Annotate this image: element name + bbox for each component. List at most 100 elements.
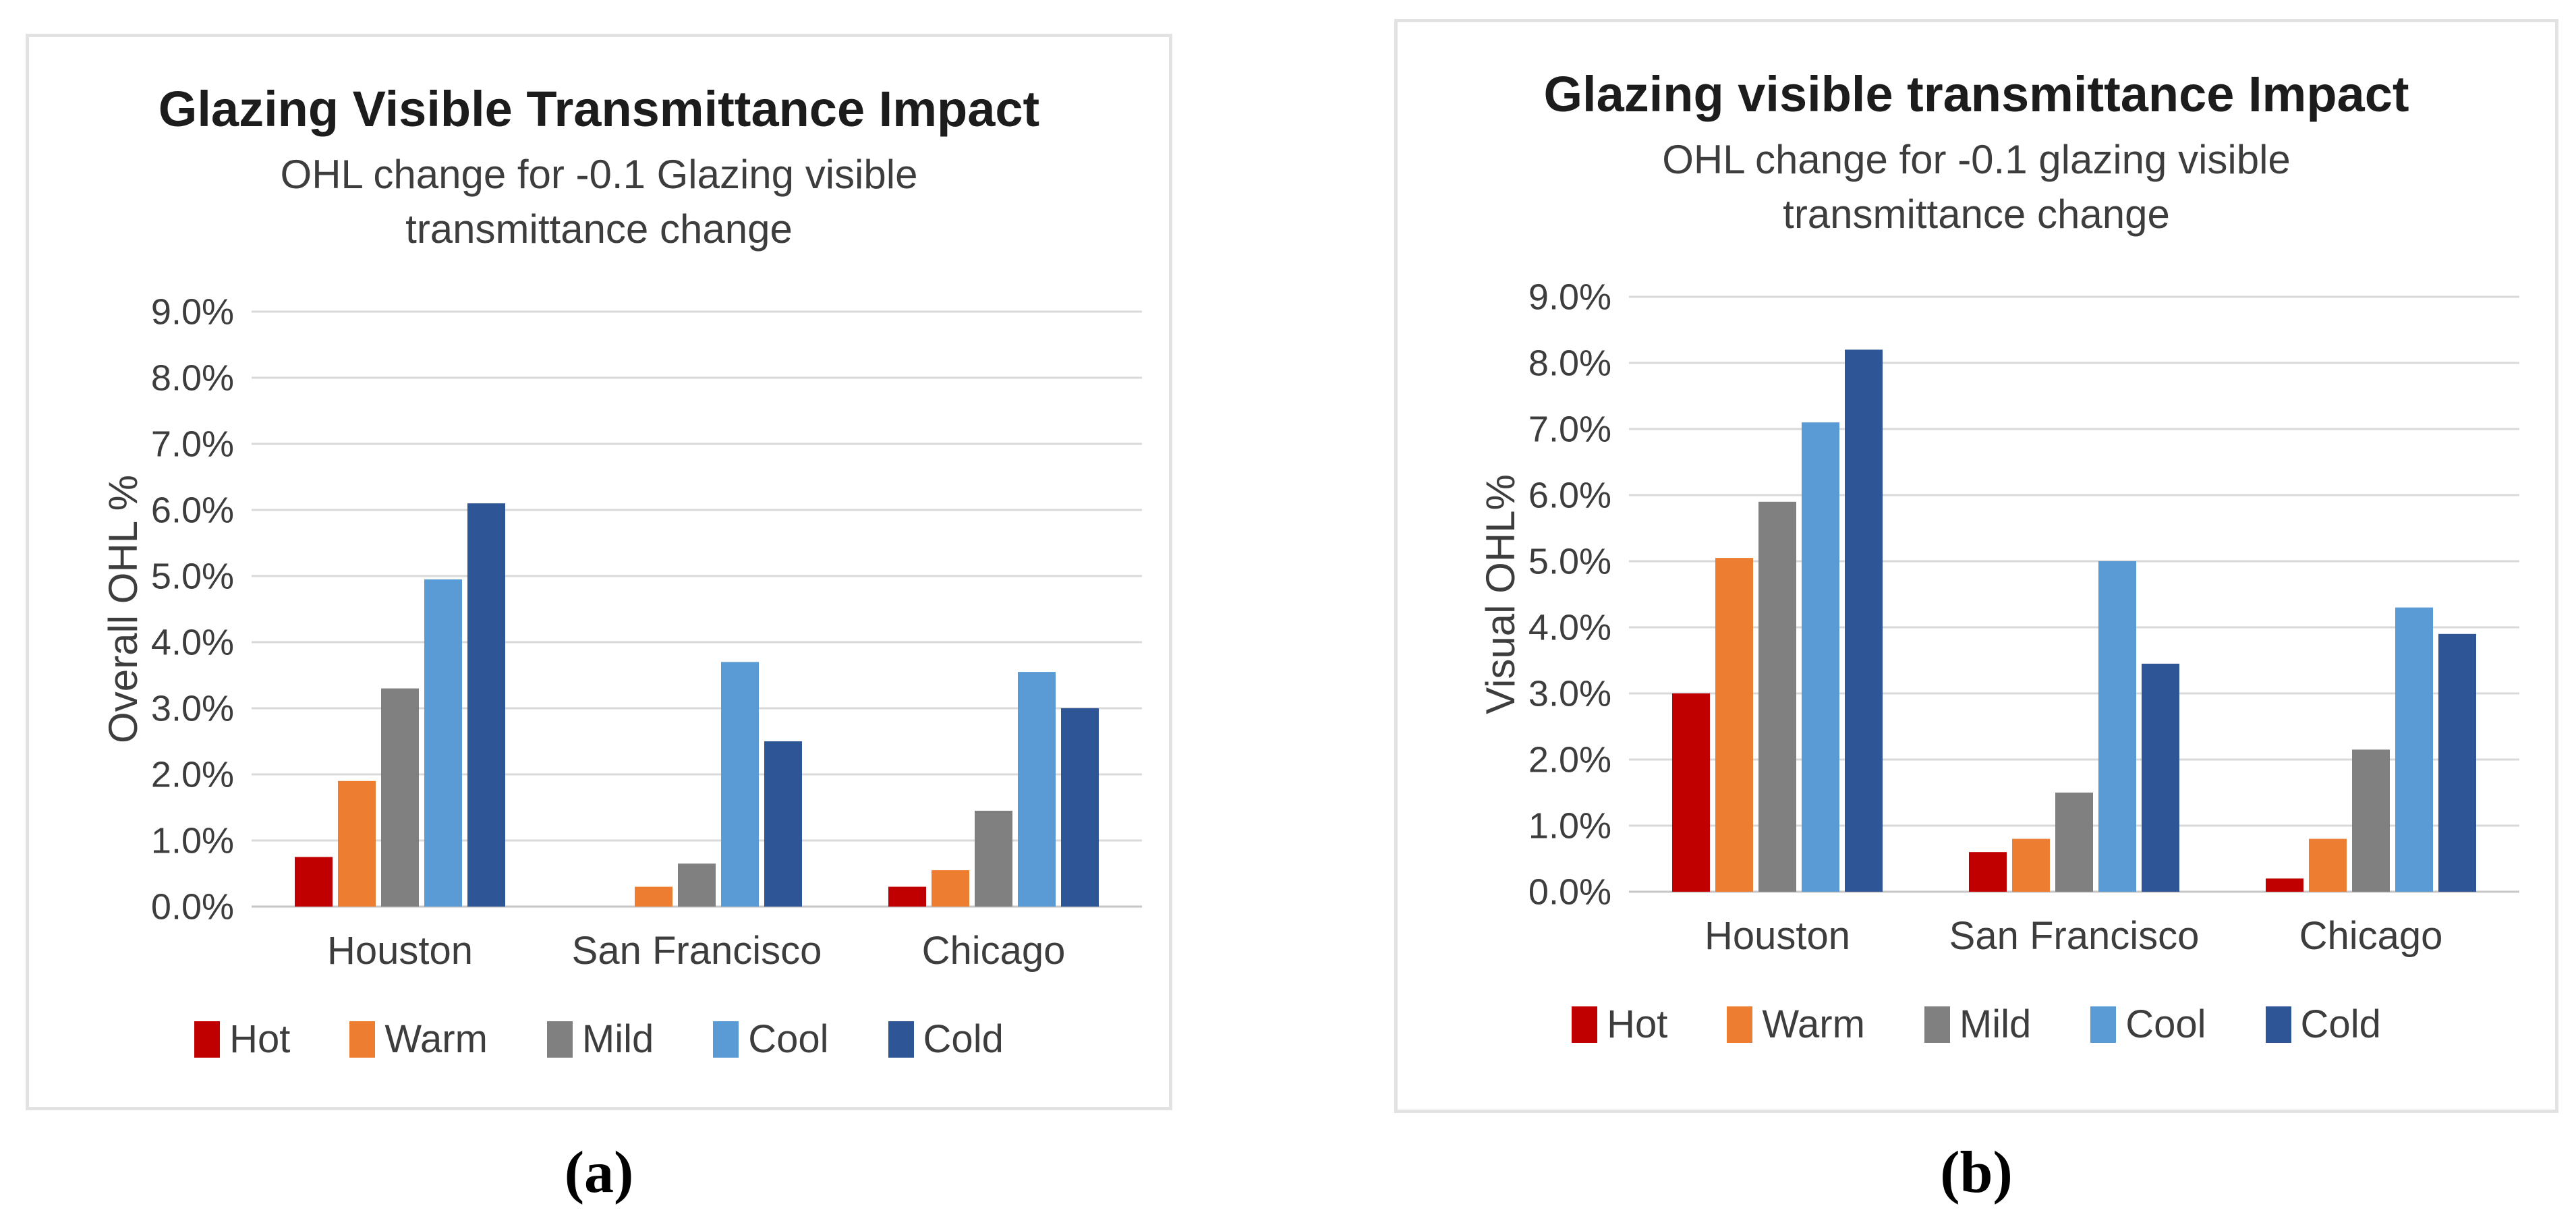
legend-label-warm: Warm: [384, 1017, 488, 1061]
y-tick-label: 3.0%: [1528, 673, 1611, 714]
bar-houston-hot: [295, 857, 333, 907]
y-tick-label: 4.0%: [151, 622, 234, 662]
legend-swatch-cool-icon: [713, 1021, 739, 1058]
chart-b-plot-area: 0.0% 1.0% 2.0% 3.0% 4.0% 5.0% 6.0% 7.0% 8.0% 9.0%…: [1478, 277, 2519, 958]
legend-swatch-mild-icon: [546, 1021, 573, 1058]
chart-a-subtitle-line2: transmittance change: [405, 206, 793, 252]
legend-swatch-hot-icon: [194, 1021, 221, 1058]
bar-san-francisco-warm: [635, 886, 672, 907]
bar-san-francisco-warm: [2012, 838, 2050, 892]
legend-item-hot: Hot: [194, 1017, 290, 1062]
bar-chicago-cool: [1018, 672, 1056, 907]
y-tick-label: 8.0%: [151, 358, 234, 398]
legend-item-cool: Cool: [2090, 1002, 2206, 1047]
bar-san-francisco-mild: [678, 863, 716, 907]
bar-chicago-warm: [932, 870, 969, 907]
category-label: Houston: [1705, 914, 1850, 958]
legend-item-mild: Mild: [1924, 1002, 2031, 1047]
bar-san-francisco-hot: [1969, 852, 2007, 892]
bar-chicago-cold: [2438, 633, 2476, 892]
y-tick-label: 8.0%: [1528, 343, 1611, 383]
category-label: Chicago: [2299, 914, 2443, 958]
bar-san-francisco-cold: [2142, 663, 2179, 892]
y-tick-label: 4.0%: [1528, 607, 1611, 648]
chart-b-legend: Hot Warm Mild Cool Cold: [1398, 1002, 2555, 1047]
chart-b-title: Glazing visible transmittance Impact: [1543, 66, 2409, 122]
bar-chicago-cold: [1061, 708, 1099, 907]
bar-chicago-cool: [2395, 607, 2433, 892]
bar-san-francisco-cool: [721, 662, 759, 907]
bar-houston-mild: [1758, 501, 1796, 892]
chart-b-subtitle-line2: transmittance change: [1783, 192, 2170, 237]
bar-san-francisco-cold: [764, 741, 802, 907]
category-label: San Francisco: [572, 929, 822, 973]
legend-label-hot: Hot: [1607, 1002, 1668, 1046]
bar-houston-cold: [467, 503, 505, 907]
bar-chicago-hot: [888, 886, 926, 907]
bar-houston-warm: [1715, 558, 1753, 892]
legend-swatch-cold-icon: [2265, 1006, 2291, 1043]
legend-item-cold: Cold: [2265, 1002, 2381, 1047]
y-tick-label: 0.0%: [1528, 871, 1611, 912]
legend-label-hot: Hot: [229, 1017, 291, 1061]
legend-label-cool: Cool: [748, 1017, 829, 1061]
chart-a-subtitle-line1: OHL change for -0.1 Glazing visible: [280, 152, 918, 197]
category-label: San Francisco: [1949, 914, 2200, 958]
chart-panel-b: Glazing visible transmittance Impact OHL…: [1394, 19, 2558, 1113]
y-tick-label: 0.0%: [151, 886, 234, 927]
y-tick-label: 3.0%: [151, 688, 234, 728]
legend-label-cold: Cold: [2300, 1002, 2381, 1046]
bar-houston-hot: [1672, 693, 1710, 892]
y-tick-label: 6.0%: [151, 490, 234, 530]
y-tick-label: 6.0%: [1528, 475, 1611, 515]
y-tick-label: 1.0%: [1528, 805, 1611, 846]
chart-a-plot-area: 0.0% 1.0% 2.0% 3.0% 4.0% 5.0% 6.0% 7.0% 8.0% 9.0%…: [101, 291, 1142, 973]
bar-houston-warm: [338, 780, 376, 907]
legend-label-cool: Cool: [2125, 1002, 2206, 1046]
bar-chicago-hot: [2266, 878, 2303, 892]
y-axis-title: Overall OHL %: [101, 475, 146, 743]
bar-houston-cold: [1845, 349, 1883, 892]
bar-chicago-warm: [2309, 838, 2347, 892]
bar-chicago-mild: [975, 810, 1012, 907]
bar-houston-mild: [381, 688, 419, 907]
legend-swatch-hot-icon: [1572, 1006, 1598, 1043]
bar-san-francisco-cool: [2098, 561, 2136, 892]
bar-houston-cool: [1802, 422, 1839, 892]
y-tick-label: 7.0%: [151, 424, 234, 464]
chart-b-subtitle: OHL change for -0.1 glazing visible tran…: [1398, 132, 2555, 241]
chart-a-title: Glazing Visible Transmittance Impact: [158, 81, 1040, 137]
chart-a-subtitle: OHL change for -0.1 Glazing visible tran…: [29, 147, 1169, 256]
y-tick-label: 2.0%: [151, 754, 234, 795]
y-tick-label: 5.0%: [1528, 541, 1611, 581]
legend-label-mild: Mild: [1959, 1002, 2032, 1046]
y-tick-label: 9.0%: [1528, 277, 1611, 317]
chart-a-legend: Hot Warm Mild Cool Cold: [29, 1017, 1169, 1062]
bar-houston-cool: [424, 579, 462, 907]
legend-swatch-cold-icon: [888, 1021, 914, 1058]
y-axis-title: Visual OHL%: [1478, 474, 1523, 714]
legend-item-cold: Cold: [888, 1017, 1004, 1062]
y-tick-label: 1.0%: [151, 820, 234, 861]
caption-a: (a): [564, 1140, 634, 1205]
chart-panel-a: Glazing Visible Transmittance Impact OHL…: [26, 34, 1172, 1110]
legend-swatch-warm-icon: [1727, 1006, 1753, 1043]
y-tick-label: 5.0%: [151, 556, 234, 596]
chart-b-subtitle-line1: OHL change for -0.1 glazing visible: [1662, 137, 2291, 182]
category-label: Chicago: [922, 929, 1066, 973]
category-label: Houston: [327, 929, 473, 973]
legend-label-mild: Mild: [581, 1017, 654, 1061]
legend-item-warm: Warm: [1727, 1002, 1865, 1047]
y-tick-label: 2.0%: [1528, 739, 1611, 780]
bar-san-francisco-mild: [2055, 793, 2093, 892]
legend-item-mild: Mild: [546, 1017, 654, 1062]
legend-label-cold: Cold: [923, 1017, 1004, 1061]
bar-chicago-mild: [2352, 749, 2390, 892]
caption-b: (b): [1940, 1140, 2013, 1205]
legend-swatch-mild-icon: [1924, 1006, 1950, 1043]
legend-label-warm: Warm: [1762, 1002, 1865, 1046]
legend-item-cool: Cool: [713, 1017, 829, 1062]
y-tick-label: 7.0%: [1528, 409, 1611, 449]
legend-item-warm: Warm: [349, 1017, 488, 1062]
